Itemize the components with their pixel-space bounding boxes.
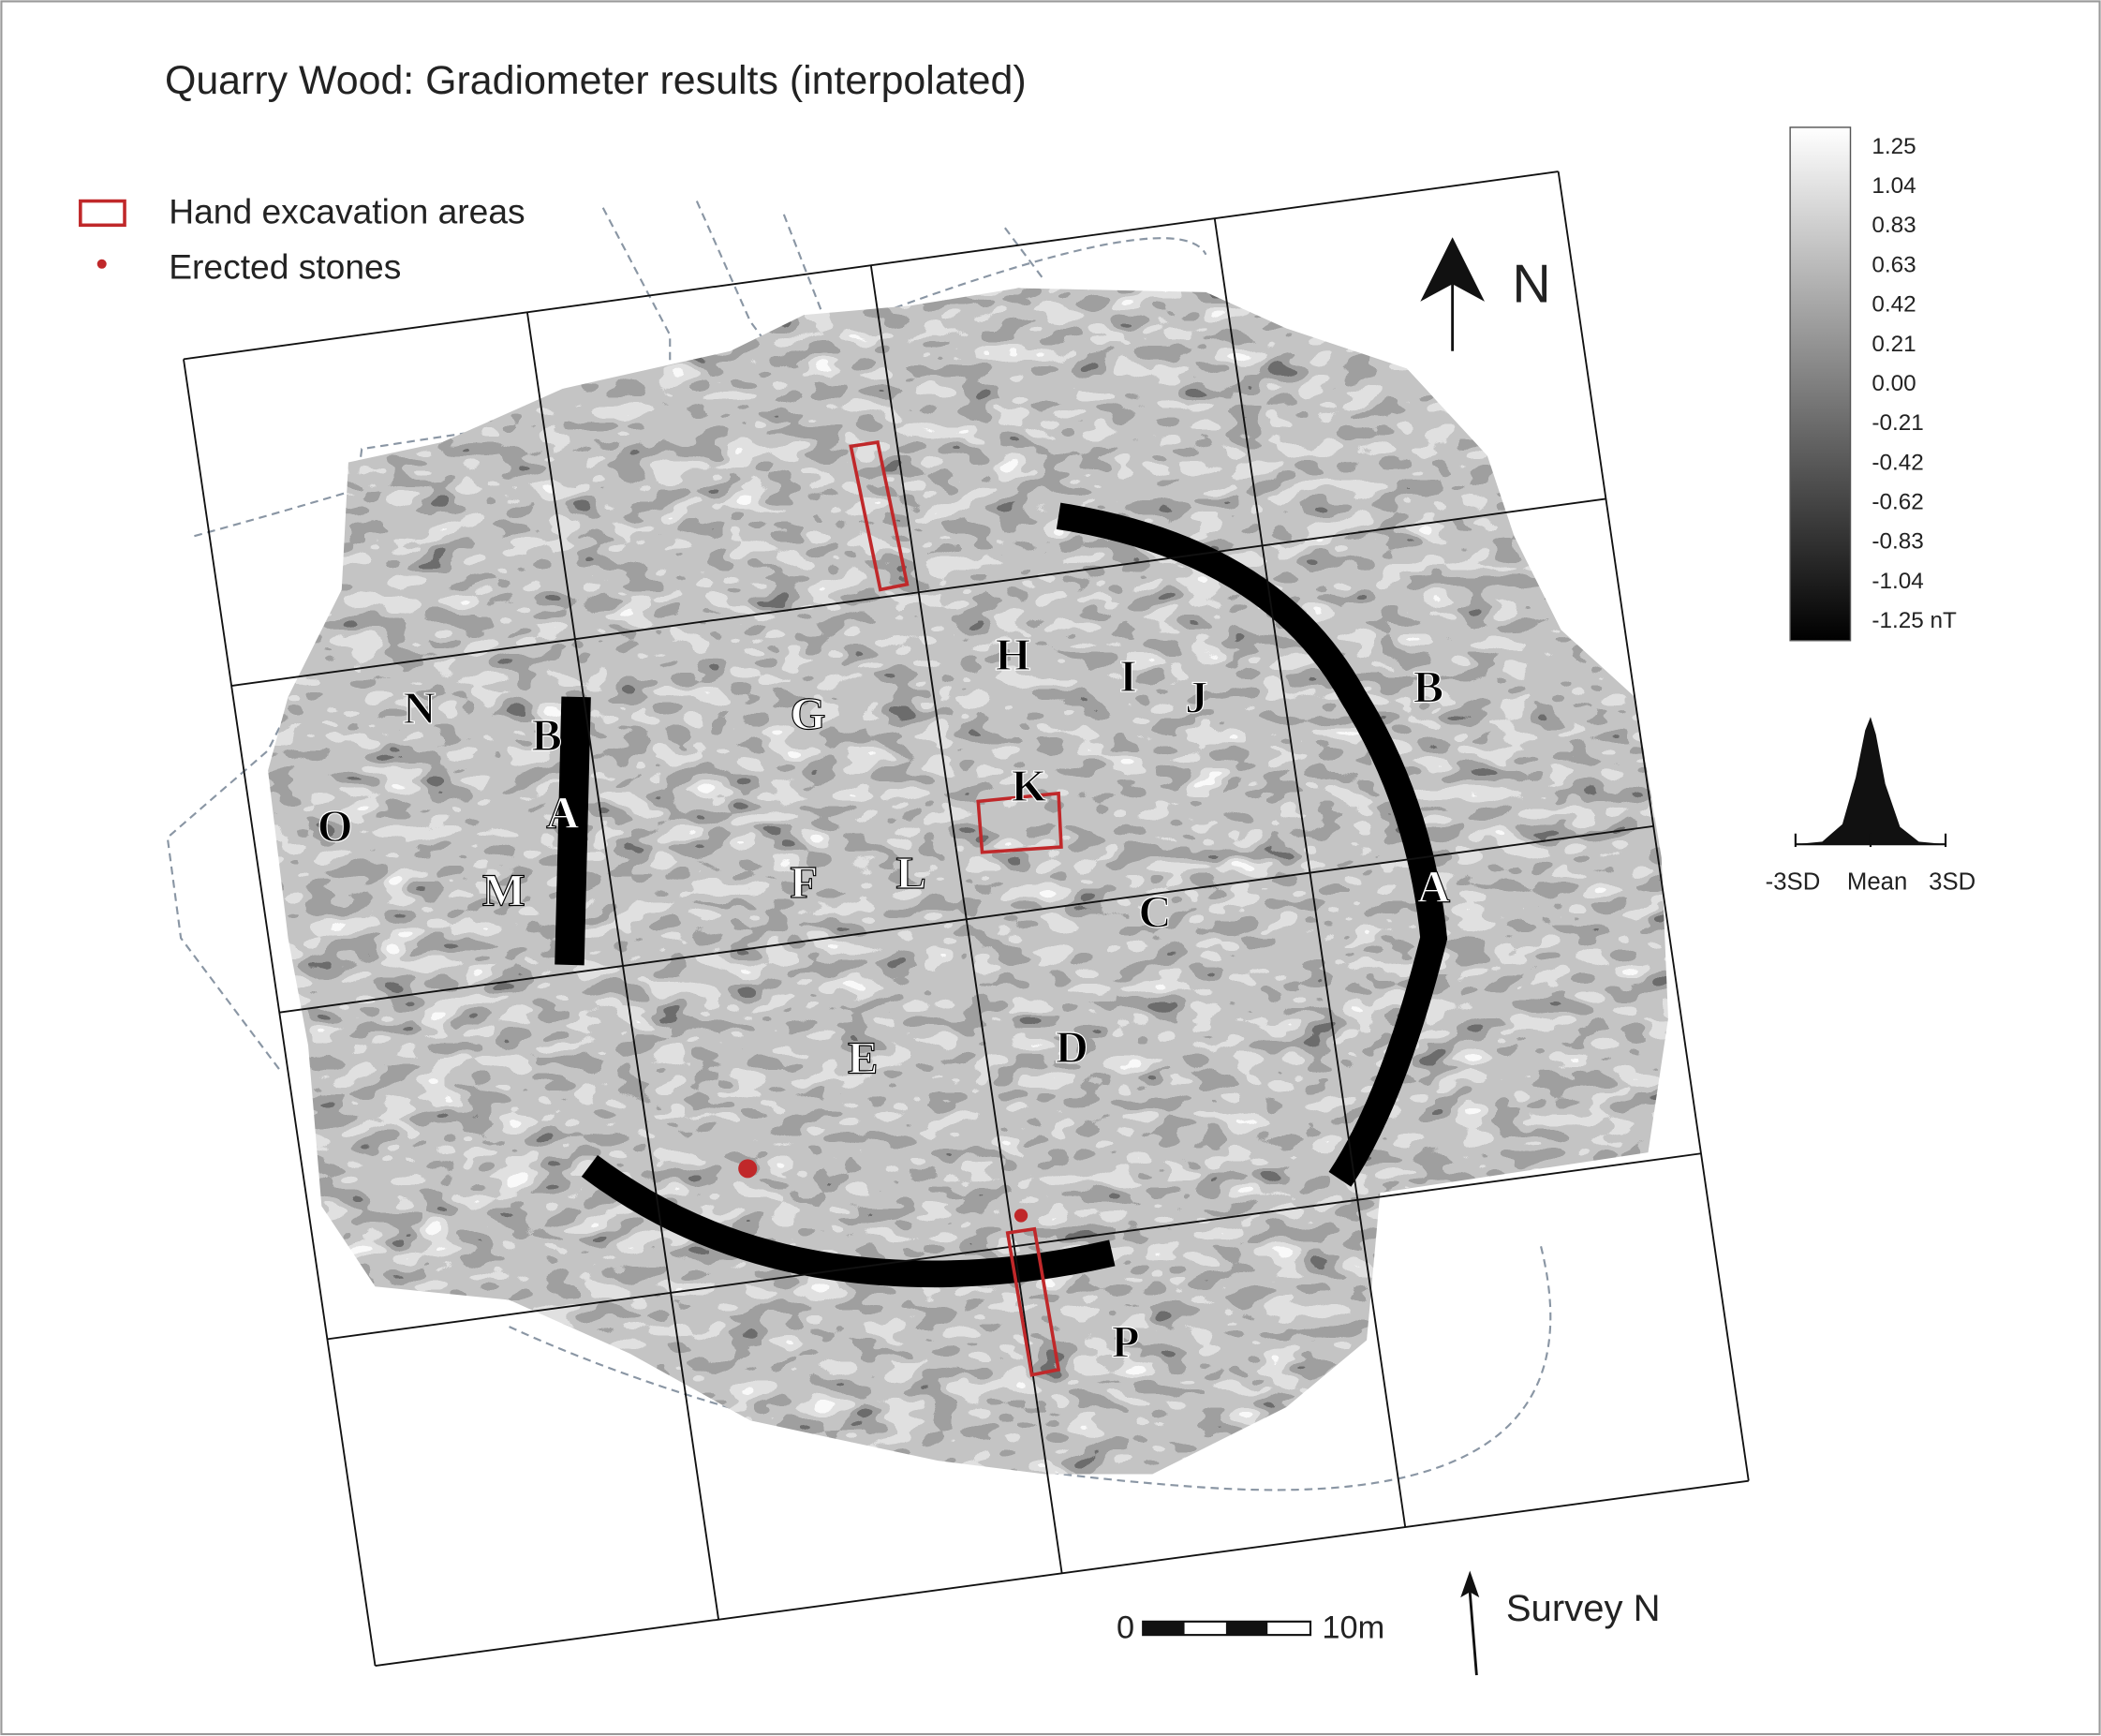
color-scale-label: -0.62 xyxy=(1872,490,1923,515)
color-scale-label: -0.83 xyxy=(1872,529,1923,555)
feature-label: G xyxy=(791,689,826,739)
title: Quarry Wood: Gradiometer results (interp… xyxy=(165,58,1027,103)
feature-label: C xyxy=(1139,887,1172,938)
color-scale-label: 1.04 xyxy=(1872,173,1916,199)
color-bar xyxy=(1790,127,1850,641)
color-scale-label: -0.42 xyxy=(1872,450,1923,475)
feature-label: N xyxy=(403,683,436,734)
feature-label: I xyxy=(1119,651,1137,702)
color-scale-label: 0.00 xyxy=(1872,371,1916,396)
color-scale-label: 0.42 xyxy=(1872,292,1916,318)
feature-label: A xyxy=(546,788,579,838)
scale-label: 0 xyxy=(1117,1610,1134,1645)
color-scale-label: -1.04 xyxy=(1872,569,1923,594)
feature-label: H xyxy=(996,630,1031,680)
figure: NBOAMGFLHIJKCEDBAP Quarry Wood: Gradiome… xyxy=(0,0,2101,1736)
color-scale-label: -0.21 xyxy=(1872,410,1923,436)
feature-label: O xyxy=(318,801,353,852)
feature-label: A xyxy=(1417,861,1450,912)
legend-label: Hand excavation areas xyxy=(169,192,525,231)
survey-north-label: Survey N xyxy=(1506,1588,1661,1629)
feature-label: E xyxy=(848,1033,878,1084)
legend-label: Erected stones xyxy=(169,246,401,286)
legend-swatch-dot xyxy=(97,260,107,269)
feature-label: B xyxy=(1413,661,1443,712)
histogram-label: Mean xyxy=(1847,868,1907,895)
histogram-label: 3SD xyxy=(1929,868,1975,895)
north-label: N xyxy=(1512,255,1550,315)
scale-label: 10m xyxy=(1322,1610,1384,1645)
feature-label: F xyxy=(790,857,818,908)
feature-label: M xyxy=(482,866,525,916)
feature-label: D xyxy=(1056,1022,1088,1073)
feature-label: P xyxy=(1112,1317,1140,1368)
feature-label: J xyxy=(1185,673,1207,723)
histogram-label: -3SD xyxy=(1766,868,1821,895)
color-scale-label: 0.63 xyxy=(1872,252,1916,277)
color-scale-label: 1.25 xyxy=(1872,134,1916,159)
feature-label: K xyxy=(1012,761,1047,811)
color-scale-label: 0.21 xyxy=(1872,332,1916,357)
feature-label: L xyxy=(896,848,926,898)
color-scale-label: 0.83 xyxy=(1872,213,1916,238)
page: NBOAMGFLHIJKCEDBAP Quarry Wood: Gradiome… xyxy=(0,0,2101,1736)
feature-label: B xyxy=(531,710,561,761)
color-scale-label: -1.25 nT xyxy=(1872,608,1957,633)
